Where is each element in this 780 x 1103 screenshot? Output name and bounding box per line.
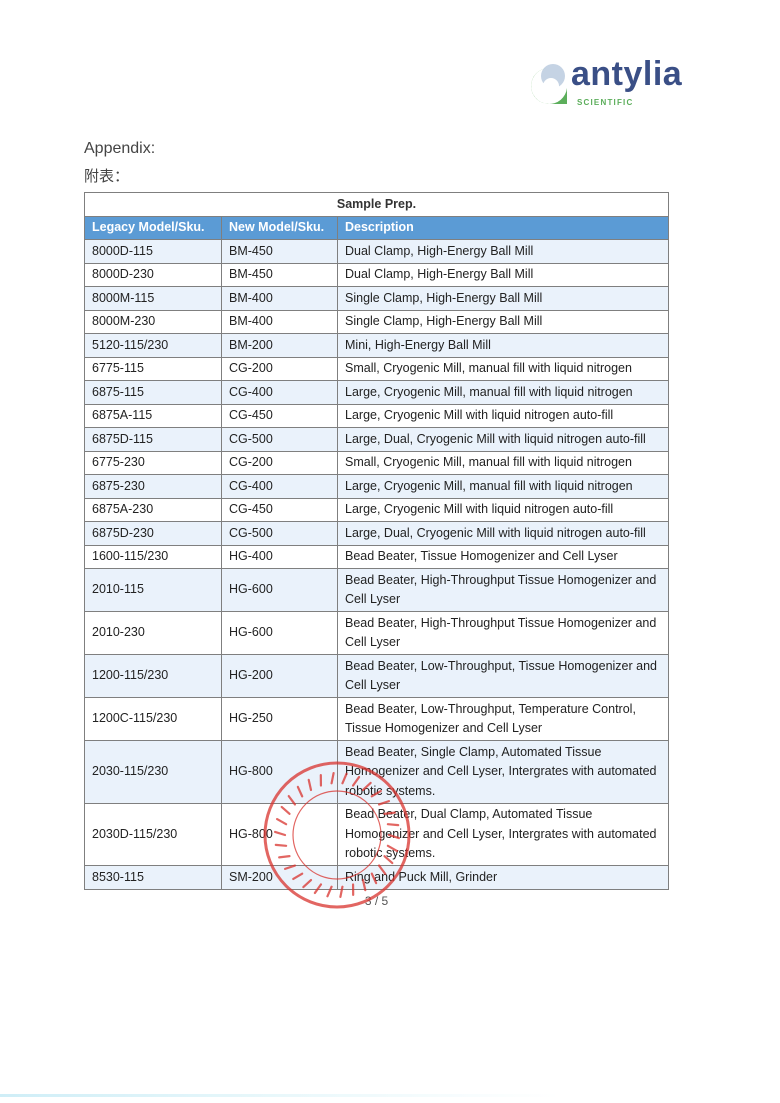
footer-line bbox=[0, 1094, 560, 1097]
legacy-model-cell: 2030D-115/230 bbox=[84, 802, 222, 866]
new-model-cell: CG-200 bbox=[221, 356, 338, 381]
table-row: 1600-115/230 HG-400 Bead Beater, Tissue Ho… bbox=[84, 544, 669, 569]
new-model-cell: HG-250 bbox=[221, 697, 338, 741]
table-row: 2010-115 HG-600 Bead Beater, High-Throughp… bbox=[84, 568, 669, 612]
new-model-cell: CG-400 bbox=[221, 474, 338, 499]
legacy-model-cell: 6875D-230 bbox=[84, 521, 222, 546]
table-row: 1200-115/230 HG-200 Bead Beater, Low-Throu… bbox=[84, 654, 669, 698]
column-header-legacy: Legacy Model/Sku. bbox=[84, 215, 222, 240]
sample-prep-table: Sample Prep. Legacy Model/Sku. New Model… bbox=[84, 192, 669, 890]
legacy-model-cell: 6775-230 bbox=[84, 450, 222, 475]
legacy-model-cell: 6875A-230 bbox=[84, 497, 222, 522]
description-cell: Dual Clamp, High-Energy Ball Mill bbox=[337, 262, 669, 287]
description-cell: Large, Dual, Cryogenic Mill with liquid … bbox=[337, 427, 669, 452]
new-model-cell: HG-600 bbox=[221, 611, 338, 655]
table-body: 8000D-115 BM-450 Dual Clamp, High-Energy B… bbox=[84, 239, 669, 890]
description-cell: Bead Beater, Dual Clamp, Automated Tissu… bbox=[337, 802, 669, 866]
description-cell: Small, Cryogenic Mill, manual fill with … bbox=[337, 356, 669, 381]
new-model-cell: HG-800 bbox=[221, 740, 338, 804]
table-row: 2010-230 HG-600 Bead Beater, High-Throughp… bbox=[84, 611, 669, 655]
table-row: 6875-230 CG-400 Large, Cryogenic Mill, man… bbox=[84, 474, 669, 499]
table-row: 6775-230 CG-200 Small, Cryogenic Mill, man… bbox=[84, 450, 669, 475]
new-model-cell: CG-400 bbox=[221, 380, 338, 405]
new-model-cell: BM-450 bbox=[221, 239, 338, 264]
new-model-cell: CG-450 bbox=[221, 403, 338, 428]
description-cell: Large, Cryogenic Mill, manual fill with … bbox=[337, 380, 669, 405]
table-row: 8000D-115 BM-450 Dual Clamp, High-Energy B… bbox=[84, 239, 669, 264]
legacy-model-cell: 2030-115/230 bbox=[84, 740, 222, 804]
column-header-new: New Model/Sku. bbox=[221, 215, 338, 240]
legacy-model-cell: 8000D-230 bbox=[84, 262, 222, 287]
new-model-cell: BM-200 bbox=[221, 333, 338, 358]
table-row: 6875-115 CG-400 Large, Cryogenic Mill, man… bbox=[84, 380, 669, 405]
description-cell: Large, Cryogenic Mill, manual fill with … bbox=[337, 474, 669, 499]
legacy-model-cell: 1600-115/230 bbox=[84, 544, 222, 569]
page-number: 3 / 5 bbox=[364, 893, 389, 908]
table-row: 8000M-115 BM-400 Single Clamp, High-Energy… bbox=[84, 286, 669, 311]
legacy-model-cell: 8000M-230 bbox=[84, 309, 222, 334]
legacy-model-cell: 8000D-115 bbox=[84, 239, 222, 264]
description-cell: Small, Cryogenic Mill, manual fill with … bbox=[337, 450, 669, 475]
description-cell: Bead Beater, Low-Throughput, Temperature… bbox=[337, 697, 669, 741]
new-model-cell: CG-450 bbox=[221, 497, 338, 522]
new-model-cell: HG-600 bbox=[221, 568, 338, 612]
legacy-model-cell: 2010-115 bbox=[84, 568, 222, 612]
description-cell: Bead Beater, Single Clamp, Automated Tis… bbox=[337, 740, 669, 804]
description-cell: Bead Beater, High-Throughput Tissue Homo… bbox=[337, 611, 669, 655]
description-cell: Ring and Puck Mill, Grinder bbox=[337, 865, 669, 890]
description-cell: Bead Beater, Tissue Homogenizer and Cell… bbox=[337, 544, 669, 569]
legacy-model-cell: 8530-115 bbox=[84, 865, 222, 890]
legacy-model-cell: 5120-115/230 bbox=[84, 333, 222, 358]
legacy-model-cell: 6875D-115 bbox=[84, 427, 222, 452]
table-row: 6775-115 CG-200 Small, Cryogenic Mill, man… bbox=[84, 356, 669, 381]
legacy-model-cell: 2010-230 bbox=[84, 611, 222, 655]
appendix-heading: Appendix: bbox=[84, 140, 156, 157]
new-model-cell: BM-400 bbox=[221, 286, 338, 311]
table-row: 6875A-230 CG-450 Large, Cryogenic Mill wit… bbox=[84, 497, 669, 522]
description-cell: Mini, High-Energy Ball Mill bbox=[337, 333, 669, 358]
new-model-cell: HG-800 bbox=[221, 802, 338, 866]
new-model-cell: SM-200 bbox=[221, 865, 338, 890]
legacy-model-cell: 6875-230 bbox=[84, 474, 222, 499]
new-model-cell: BM-400 bbox=[221, 309, 338, 334]
description-cell: Bead Beater, Low-Throughput, Tissue Homo… bbox=[337, 654, 669, 698]
table-row: 8000D-230 BM-450 Dual Clamp, High-Energy B… bbox=[84, 262, 669, 287]
logo-wordmark: antylia bbox=[571, 55, 683, 93]
table-row: 6875A-115 CG-450 Large, Cryogenic Mill wit… bbox=[84, 403, 669, 428]
description-cell: Single Clamp, High-Energy Ball Mill bbox=[337, 286, 669, 311]
logo-subtitle: SCIENTIFIC bbox=[577, 98, 634, 107]
table-row: 2030D-115/230 HG-800 Bead Beater, Dual Cla… bbox=[84, 802, 669, 866]
description-cell: Single Clamp, High-Energy Ball Mill bbox=[337, 309, 669, 334]
table-row: 6875D-230 CG-500 Large, Dual, Cryogenic Mi… bbox=[84, 521, 669, 546]
table-row: 1200C-115/230 HG-250 Bead Beater, Low-Thro… bbox=[84, 697, 669, 741]
description-cell: Large, Cryogenic Mill with liquid nitrog… bbox=[337, 403, 669, 428]
description-cell: Large, Dual, Cryogenic Mill with liquid … bbox=[337, 521, 669, 546]
appendix-heading-cn: 附表： bbox=[84, 167, 130, 185]
description-cell: Dual Clamp, High-Energy Ball Mill bbox=[337, 239, 669, 264]
legacy-model-cell: 6875A-115 bbox=[84, 403, 222, 428]
table-row: 8530-115 SM-200 Ring and Puck Mill, Grinde… bbox=[84, 865, 669, 890]
table-row: 6875D-115 CG-500 Large, Dual, Cryogenic Mi… bbox=[84, 427, 669, 452]
new-model-cell: HG-400 bbox=[221, 544, 338, 569]
legacy-model-cell: 6775-115 bbox=[84, 356, 222, 381]
table-row: 2030-115/230 HG-800 Bead Beater, Single Cl… bbox=[84, 740, 669, 804]
table-section: Sample Prep. Legacy Model/Sku. New Model… bbox=[84, 192, 669, 909]
legacy-model-cell: 8000M-115 bbox=[84, 286, 222, 311]
column-header-description: Description bbox=[337, 215, 669, 240]
new-model-cell: BM-450 bbox=[221, 262, 338, 287]
table-row: 5120-115/230 BM-200 Mini, High-Energy Ball… bbox=[84, 333, 669, 358]
new-model-cell: CG-500 bbox=[221, 427, 338, 452]
description-cell: Large, Cryogenic Mill with liquid nitrog… bbox=[337, 497, 669, 522]
table-title: Sample Prep. bbox=[84, 192, 669, 217]
new-model-cell: HG-200 bbox=[221, 654, 338, 698]
logo-mark-icon bbox=[531, 64, 567, 104]
antylia-logo: antylia SCIENTIFIC bbox=[527, 55, 692, 114]
new-model-cell: CG-500 bbox=[221, 521, 338, 546]
legacy-model-cell: 1200C-115/230 bbox=[84, 697, 222, 741]
legacy-model-cell: 1200-115/230 bbox=[84, 654, 222, 698]
table-row: 8000M-230 BM-400 Single Clamp, High-Energy… bbox=[84, 309, 669, 334]
new-model-cell: CG-200 bbox=[221, 450, 338, 475]
legacy-model-cell: 6875-115 bbox=[84, 380, 222, 405]
description-cell: Bead Beater, High-Throughput Tissue Homo… bbox=[337, 568, 669, 612]
